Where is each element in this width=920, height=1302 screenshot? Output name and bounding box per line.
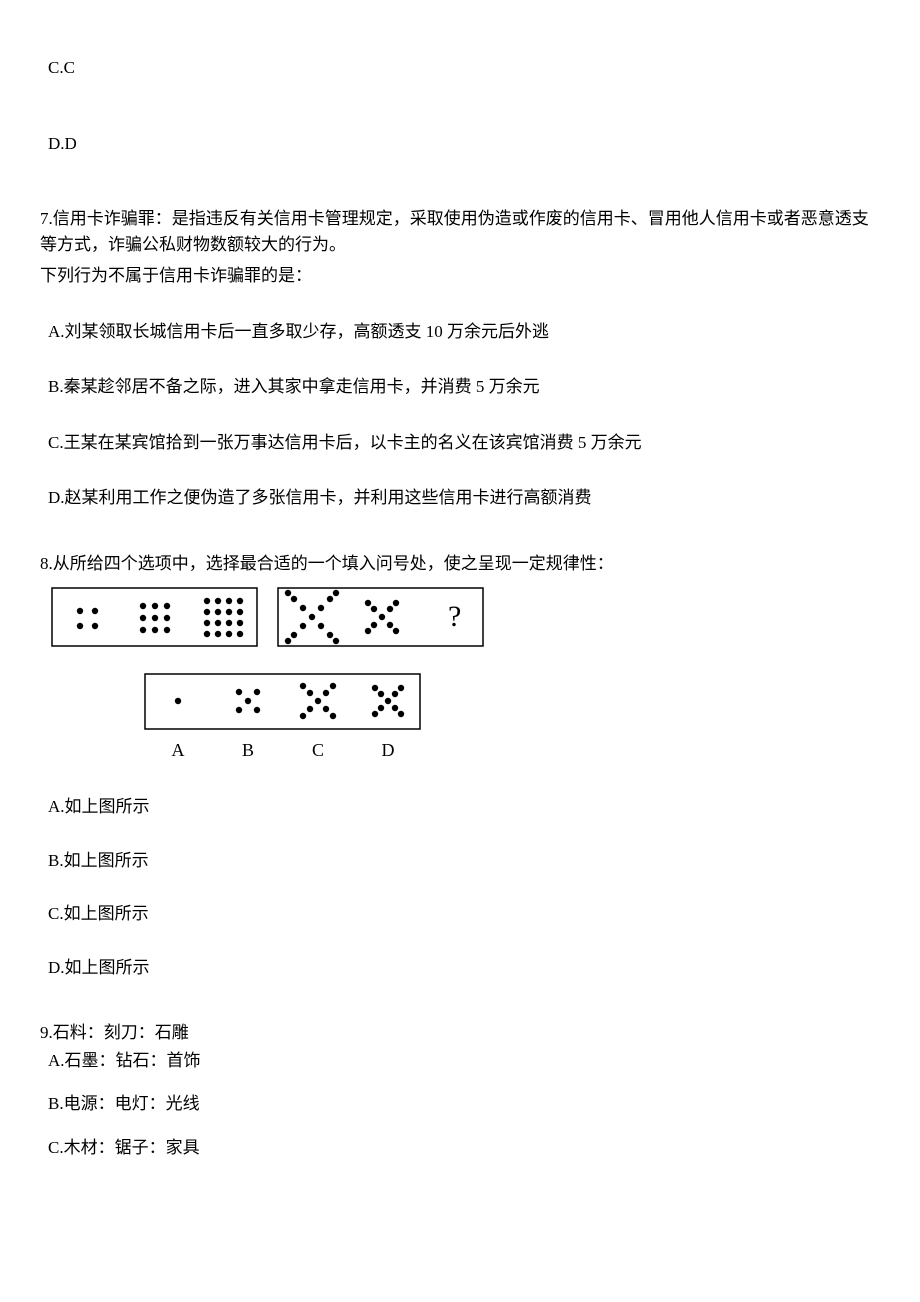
- q8-pattern-svg: ? A B C D: [50, 586, 490, 766]
- q7-stem-line2: 下列行为不属于信用卡诈骗罪的是：: [40, 263, 880, 289]
- question-mark-icon: ?: [448, 600, 461, 633]
- q8-stem: 8.从所给四个选项中，选择最合适的一个填入问号处，使之呈现一定规律性：: [40, 551, 880, 577]
- q6-option-d: D.D: [40, 131, 880, 157]
- q7-option-a: A.刘某领取长城信用卡后一直多取少存，高额透支 10 万余元后外逃: [40, 319, 880, 345]
- q7-option-c: C.王某在某宾馆拾到一张万事达信用卡后，以卡主的名义在该宾馆消费 5 万余元: [40, 430, 880, 456]
- q8-label-d: D: [382, 740, 395, 760]
- q8-label-a: A: [172, 740, 185, 760]
- q8-option-a: A.如上图所示: [40, 794, 880, 820]
- q6-option-c: C.C: [40, 55, 880, 81]
- q8-figure: ? A B C D: [50, 586, 880, 766]
- q8-label-c: C: [312, 740, 324, 760]
- q8-option-c: C.如上图所示: [40, 901, 880, 927]
- q9-option-b: B.电源：电灯：光线: [40, 1091, 880, 1117]
- q9-option-a: A.石墨：钻石：首饰: [40, 1048, 880, 1074]
- q8-label-b: B: [242, 740, 254, 760]
- q7-option-d: D.赵某利用工作之便伪造了多张信用卡，并利用这些信用卡进行高额消费: [40, 485, 880, 511]
- q8-option-d: D.如上图所示: [40, 955, 880, 981]
- q7-stem-line1: 7.信用卡诈骗罪：是指违反有关信用卡管理规定，采取使用伪造或作废的信用卡、冒用他…: [40, 206, 880, 257]
- q9-stem: 9.石料：刻刀：石雕: [40, 1020, 880, 1046]
- q8-option-b: B.如上图所示: [40, 848, 880, 874]
- q9-option-c: C.木材：锯子：家具: [40, 1135, 880, 1161]
- q7-option-b: B.秦某趁邻居不备之际，进入其家中拿走信用卡，并消费 5 万余元: [40, 374, 880, 400]
